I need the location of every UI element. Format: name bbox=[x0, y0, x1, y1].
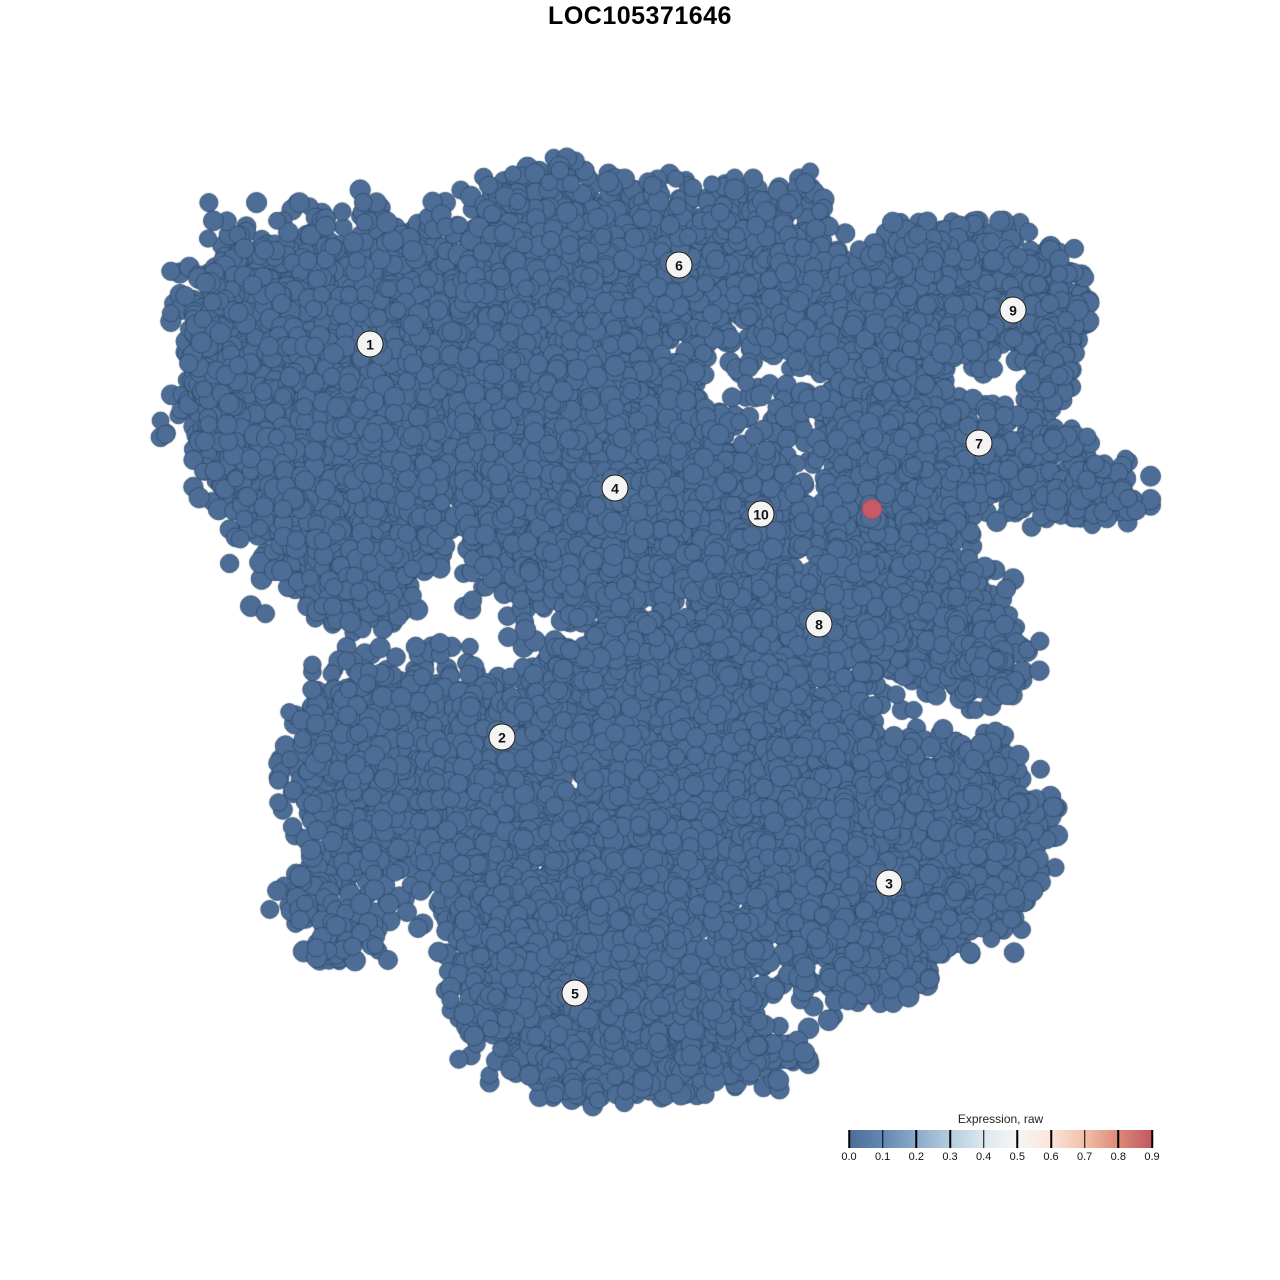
expression-legend: Expression, raw 0.0 0.1 0.2 0.3 0.4 0.5 0.6 0.7… bbox=[841, 1112, 1159, 1165]
figure-title: LOC105371646 bbox=[548, 2, 732, 30]
legend-tick-mark bbox=[1050, 1130, 1052, 1148]
legend-title: Expression, raw bbox=[957, 1112, 1044, 1126]
cluster-label-7: 7 bbox=[965, 429, 993, 457]
legend-tick-value: 0.2 bbox=[908, 1151, 924, 1163]
cluster-label-9: 9 bbox=[999, 296, 1027, 324]
cluster-label-10: 10 bbox=[747, 500, 775, 528]
legend-tick-value: 0.4 bbox=[976, 1151, 992, 1163]
legend-tick-value: 0.0 bbox=[841, 1151, 857, 1163]
legend-tick-value: 0.3 bbox=[942, 1151, 958, 1163]
legend-tick-mark bbox=[1083, 1130, 1086, 1148]
cluster-label-4: 4 bbox=[601, 474, 629, 502]
legend-tick-mark bbox=[915, 1130, 918, 1148]
legend-tick-value: 0.9 bbox=[1144, 1151, 1160, 1163]
legend-tick-mark bbox=[848, 1130, 850, 1148]
cluster-label-5: 5 bbox=[561, 979, 589, 1007]
cluster-label-8: 8 bbox=[805, 610, 833, 638]
legend-tick-mark bbox=[1016, 1130, 1019, 1148]
legend-tick-mark bbox=[1151, 1130, 1153, 1148]
legend-tick-value: 0.1 bbox=[875, 1151, 891, 1163]
legend-tick-mark bbox=[949, 1130, 951, 1148]
legend-tick-mark bbox=[982, 1130, 985, 1148]
legend-tick-mark bbox=[1117, 1130, 1120, 1148]
legend-tick-value: 0.8 bbox=[1110, 1151, 1126, 1163]
legend-tick-value: 0.7 bbox=[1077, 1151, 1093, 1163]
cluster-label-3: 3 bbox=[875, 869, 903, 897]
cluster-label-6: 6 bbox=[665, 251, 693, 279]
legend-tick-value: 0.5 bbox=[1009, 1151, 1025, 1163]
legend-tick-value: 0.6 bbox=[1043, 1151, 1059, 1163]
legend-tick-labels: 0.0 0.1 0.2 0.3 0.4 0.5 0.6 0.7 0.8 0.9 bbox=[841, 1151, 1159, 1165]
cluster-label-1: 1 bbox=[356, 330, 384, 358]
legend-tick-mark bbox=[881, 1130, 884, 1148]
legend-colorbar bbox=[848, 1130, 1153, 1148]
cluster-label-2: 2 bbox=[488, 723, 516, 751]
